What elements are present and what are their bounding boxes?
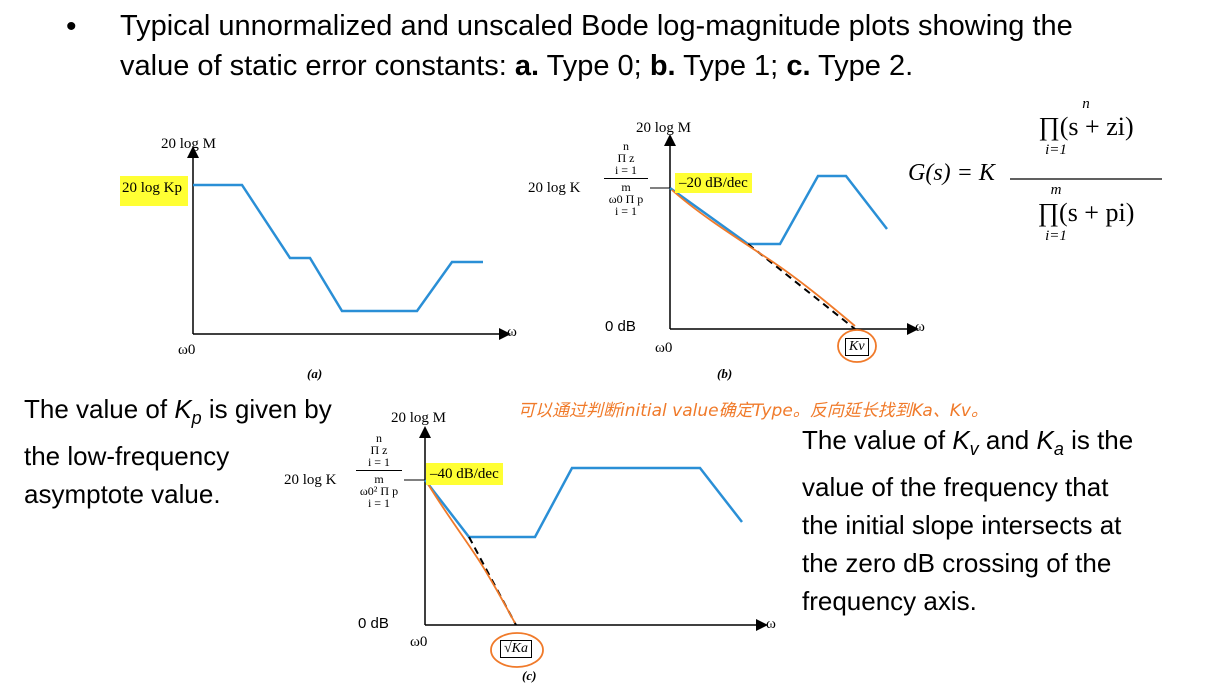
formula-num-sub: i=1 bbox=[1045, 142, 1067, 158]
handwritten-annotation: 可以通过判断initial value确定Type。反向延长找到Ka、Kv。 bbox=[518, 401, 988, 421]
plot-b-caption: (b) bbox=[717, 366, 733, 381]
plot-b-den-prod: ω0 Π p bbox=[608, 192, 644, 206]
plot-a-curve bbox=[193, 183, 483, 313]
plot-b-den-sub: i = 1 bbox=[614, 204, 638, 218]
plot-c-level-fraction: n Π z i = 1 m ω0² Π p i = 1 bbox=[356, 432, 402, 509]
title-line-1: Typical unnormalized and unscaled Bode l… bbox=[120, 10, 1073, 42]
plot-c-num-prod: Π z bbox=[370, 443, 388, 457]
note-left: The value of Kp is given by the low-freq… bbox=[24, 390, 364, 513]
plot-c-level-prefix: 20 log K bbox=[284, 472, 337, 488]
note-left-line-2: the low-frequency bbox=[24, 441, 230, 472]
plot-c-curve bbox=[424, 466, 743, 539]
formula-lhs: G(s) = K bbox=[908, 160, 995, 186]
formula-den-body: ∏(s + pi) bbox=[1037, 198, 1135, 227]
note-right-line-3: the initial slope intersects at bbox=[802, 510, 1122, 541]
plot-b-hand-slope bbox=[671, 189, 856, 327]
plot-b-level-prefix: 20 log K bbox=[528, 180, 581, 196]
plot-b-num-prod: Π z bbox=[617, 151, 635, 165]
formula-num-body: ∏(s + zi) bbox=[1038, 112, 1134, 141]
plot-b-level-fraction: n Π z i = 1 m ω0 Π p i = 1 bbox=[604, 140, 648, 217]
note-right-line-1: The value of Kv and Ka is the bbox=[802, 425, 1134, 460]
note-right-line-2: value of the frequency that bbox=[802, 472, 1109, 503]
plot-c-den-prod: ω0² Π p bbox=[359, 484, 399, 498]
plot-c-num-sub: i = 1 bbox=[367, 455, 391, 469]
note-right-line-4: the zero dB crossing of the bbox=[802, 548, 1112, 579]
plot-a-ylabel: 20 log M bbox=[161, 136, 217, 152]
note-right-line-5: frequency axis. bbox=[802, 586, 977, 617]
formula-denominator: m ∏(s + pi) i=1 bbox=[1010, 182, 1162, 244]
plot-c-slope-label: –40 dB/dec bbox=[426, 463, 503, 485]
plot-c-crossing-label: √Ka bbox=[500, 640, 533, 658]
plot-a-level-label: 20 log Kp bbox=[120, 176, 188, 206]
plot-b-asymptote-extension bbox=[747, 243, 856, 330]
plot-c-x-origin: ω0 bbox=[410, 634, 428, 650]
plot-b-x-origin: ω0 bbox=[655, 340, 673, 356]
plot-c-zero-db: 0 dB bbox=[358, 615, 389, 632]
plot-a bbox=[187, 146, 511, 340]
plot-c-hand-circle bbox=[490, 632, 544, 668]
plot-c-fraction-bar bbox=[356, 470, 402, 471]
formula-den-sub: i=1 bbox=[1045, 228, 1067, 244]
plot-c-den-sub: i = 1 bbox=[367, 496, 391, 510]
plot-a-x-axis-label: ω bbox=[507, 324, 517, 340]
plot-b-ylabel: 20 log M bbox=[636, 120, 692, 136]
plot-b-zero-db: 0 dB bbox=[605, 318, 636, 335]
plot-b-hand-circle bbox=[837, 329, 877, 363]
plot-b-x-axis-label: ω bbox=[915, 319, 925, 335]
note-left-line-3: asymptote value. bbox=[24, 479, 221, 510]
note-left-line-1: The value of Kp is given by bbox=[24, 394, 332, 429]
plot-b-num-sub: i = 1 bbox=[614, 163, 638, 177]
plot-b-slope-label: –20 dB/dec bbox=[675, 173, 752, 193]
title-line-2: value of static error constants: a. Type… bbox=[120, 50, 914, 82]
plot-b-fraction-bar bbox=[604, 178, 648, 179]
plot-c-x-axis-label: ω bbox=[766, 616, 776, 632]
plot-c bbox=[404, 426, 768, 668]
plot-c-caption: (c) bbox=[522, 668, 537, 683]
plot-c-den-top: m bbox=[374, 472, 384, 486]
plot-a-caption: (a) bbox=[307, 366, 323, 381]
note-right: The value of Kv and Ka is the value of t… bbox=[802, 421, 1222, 620]
plot-b-den-top: m bbox=[621, 180, 631, 194]
formula-den-top: m bbox=[1050, 182, 1062, 198]
bullet-title: Typical unnormalized and unscaled Bode l… bbox=[120, 6, 1200, 86]
formula-num-top: n bbox=[1082, 96, 1090, 112]
plot-b-crossing-label: Kv bbox=[845, 338, 869, 356]
plot-c-num-top: n bbox=[376, 431, 382, 445]
plot-a-x-origin: ω0 bbox=[178, 342, 196, 358]
plot-b-curve bbox=[669, 174, 888, 246]
plot-b-num-top: n bbox=[623, 139, 629, 153]
plot-c-ylabel: 20 log M bbox=[391, 410, 447, 426]
plot-c-hand-slope bbox=[427, 483, 516, 624]
bullet-point: • bbox=[66, 10, 77, 43]
formula-numerator: n ∏(s + zi) i=1 bbox=[1010, 96, 1162, 158]
plot-b bbox=[650, 134, 919, 363]
